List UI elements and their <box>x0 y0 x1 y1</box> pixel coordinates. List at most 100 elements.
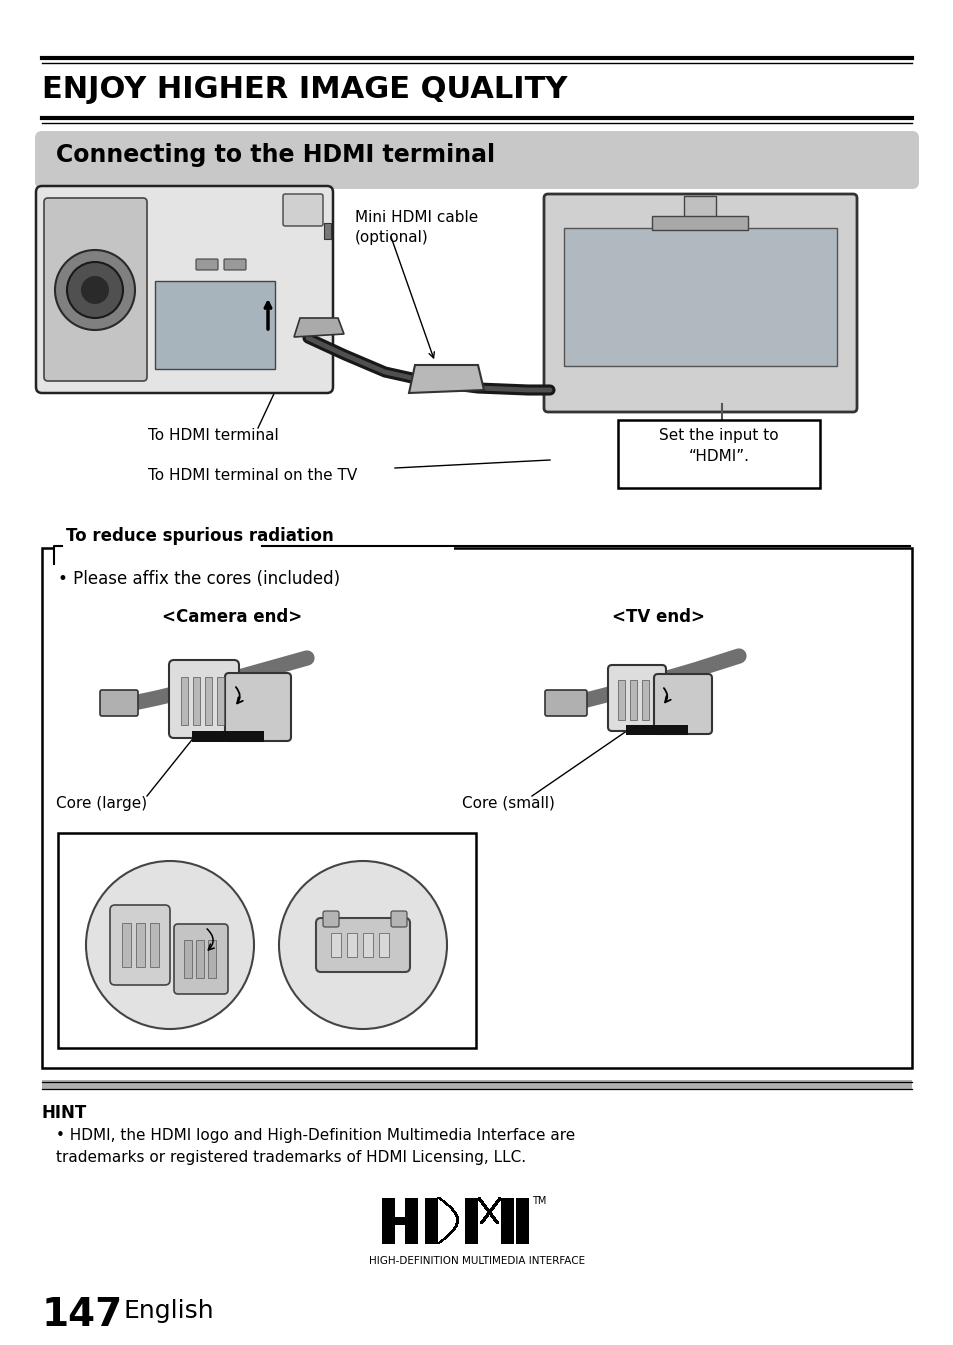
Bar <box>381 1217 417 1225</box>
Bar <box>497 1198 500 1201</box>
Bar <box>483 1205 486 1208</box>
Bar <box>363 933 373 958</box>
Bar <box>493 1219 496 1221</box>
Bar <box>484 1215 488 1219</box>
Bar <box>54 533 454 550</box>
Bar <box>484 1206 488 1210</box>
Bar <box>482 1204 485 1206</box>
Bar <box>378 933 389 958</box>
Text: ENJOY HIGHER IMAGE QUALITY: ENJOY HIGHER IMAGE QUALITY <box>42 75 567 104</box>
FancyBboxPatch shape <box>607 664 665 730</box>
Bar <box>495 1220 497 1223</box>
Bar <box>424 1198 437 1244</box>
FancyBboxPatch shape <box>654 674 711 734</box>
Polygon shape <box>294 317 344 338</box>
Bar <box>496 1200 498 1202</box>
FancyBboxPatch shape <box>391 911 407 927</box>
Text: Set the input to
“HDMI”.: Set the input to “HDMI”. <box>659 428 778 464</box>
FancyBboxPatch shape <box>169 660 239 738</box>
Bar <box>500 1198 514 1244</box>
Circle shape <box>86 861 253 1029</box>
Bar <box>192 730 264 742</box>
Bar <box>618 420 820 488</box>
Text: <Camera end>: <Camera end> <box>162 608 302 625</box>
Bar <box>491 1206 494 1210</box>
Bar <box>492 1205 495 1208</box>
Text: Core (small): Core (small) <box>461 796 555 811</box>
Bar <box>122 923 131 967</box>
Bar <box>154 281 274 369</box>
FancyBboxPatch shape <box>225 672 291 741</box>
Bar <box>381 1198 395 1244</box>
Circle shape <box>278 861 447 1029</box>
Bar <box>491 1215 494 1219</box>
Bar <box>492 1216 495 1219</box>
FancyBboxPatch shape <box>195 260 218 270</box>
Bar <box>405 1198 417 1244</box>
Bar <box>136 923 145 967</box>
Bar <box>486 1210 490 1213</box>
FancyBboxPatch shape <box>44 198 147 381</box>
FancyBboxPatch shape <box>315 919 410 972</box>
Text: Connecting to the HDMI terminal: Connecting to the HDMI terminal <box>56 143 495 167</box>
Bar <box>42 547 911 1068</box>
Bar <box>478 1198 481 1202</box>
Bar <box>481 1202 484 1206</box>
Bar <box>490 1208 493 1210</box>
Bar <box>488 1210 491 1215</box>
Polygon shape <box>409 364 483 393</box>
Bar <box>641 681 648 720</box>
Bar <box>495 1201 497 1204</box>
Bar <box>618 681 624 720</box>
Bar <box>485 1215 489 1217</box>
Bar <box>205 677 212 725</box>
Bar <box>184 940 192 978</box>
Bar <box>347 933 356 958</box>
Bar <box>482 1219 485 1221</box>
FancyBboxPatch shape <box>173 924 228 994</box>
Bar <box>489 1210 492 1213</box>
Bar <box>479 1200 482 1202</box>
Bar <box>485 1213 489 1216</box>
Bar <box>181 677 188 725</box>
FancyBboxPatch shape <box>543 194 856 412</box>
Bar <box>479 1221 482 1224</box>
Bar <box>150 923 159 967</box>
Text: • HDMI, the HDMI logo and High-Definition Multimedia Interface are
trademarks or: • HDMI, the HDMI logo and High-Definitio… <box>56 1128 575 1165</box>
FancyBboxPatch shape <box>35 130 918 190</box>
Bar <box>486 1212 490 1215</box>
Bar <box>494 1202 497 1206</box>
Bar <box>208 940 215 978</box>
Text: HIGH-DEFINITION MULTIMEDIA INTERFACE: HIGH-DEFINITION MULTIMEDIA INTERFACE <box>369 1256 584 1266</box>
Bar <box>490 1213 493 1216</box>
Bar <box>331 933 340 958</box>
Bar <box>496 1221 498 1224</box>
Bar <box>480 1202 483 1205</box>
Bar <box>493 1217 496 1220</box>
FancyBboxPatch shape <box>100 690 138 716</box>
Bar <box>482 1217 485 1220</box>
FancyBboxPatch shape <box>544 690 586 716</box>
Bar <box>42 1080 911 1089</box>
Bar <box>477 1198 480 1201</box>
Bar <box>489 1209 492 1212</box>
Bar <box>490 1215 493 1217</box>
Circle shape <box>81 276 109 304</box>
Bar <box>483 1206 486 1209</box>
Bar <box>497 1197 500 1200</box>
Bar <box>683 196 716 218</box>
Bar <box>489 1212 492 1215</box>
Bar <box>58 833 476 1048</box>
Bar <box>483 1216 486 1219</box>
Bar <box>494 1219 497 1223</box>
Text: To HDMI terminal on the TV: To HDMI terminal on the TV <box>148 468 356 483</box>
Text: • Please affix the cores (included): • Please affix the cores (included) <box>58 570 340 588</box>
Bar <box>216 677 224 725</box>
Bar <box>485 1208 489 1210</box>
Bar <box>464 1198 477 1244</box>
Text: HINT: HINT <box>42 1104 87 1122</box>
Bar <box>495 1202 497 1205</box>
Bar <box>488 1210 491 1215</box>
Bar <box>195 940 204 978</box>
Text: English: English <box>124 1299 214 1323</box>
